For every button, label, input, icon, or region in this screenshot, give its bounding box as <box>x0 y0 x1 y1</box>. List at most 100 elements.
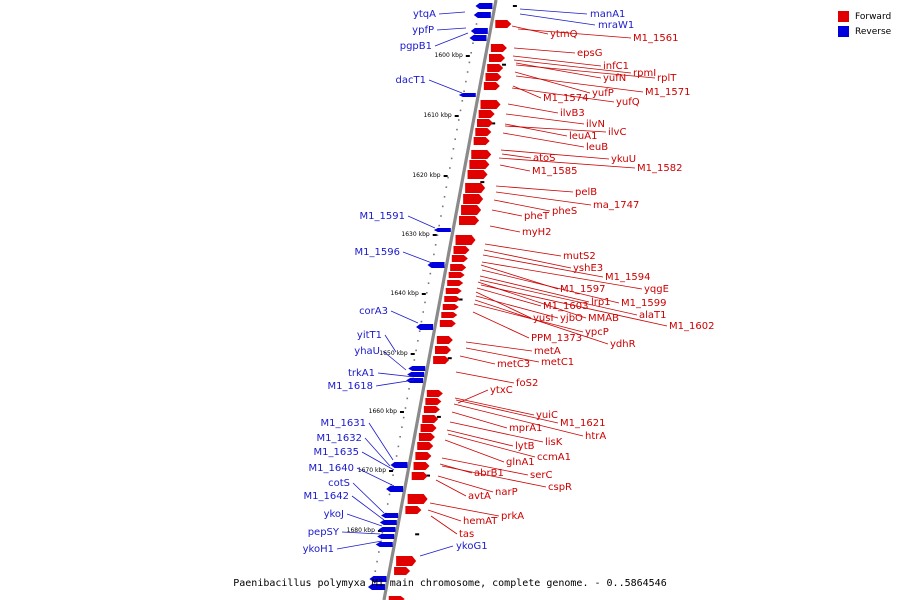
forward-gene-block <box>415 452 432 460</box>
reverse-gene-block <box>378 527 396 532</box>
forward-leader-line <box>483 249 572 269</box>
forward-leader-line <box>453 403 584 437</box>
reverse-gene-label: ykoJ <box>324 509 344 520</box>
forward-leader-line <box>472 311 530 339</box>
major-tick <box>436 415 441 418</box>
minor-tick <box>436 234 439 236</box>
forward-leader-line <box>517 28 632 39</box>
scale-tick-label: 1600 kbp <box>435 52 463 59</box>
reverse-gene-label: yitT1 <box>357 330 382 341</box>
forward-gene-block <box>396 556 417 566</box>
minor-tick <box>376 560 378 563</box>
forward-gene-label: prkA <box>501 511 524 522</box>
minor-tick <box>381 532 384 534</box>
forward-gene-block <box>490 44 507 52</box>
forward-gene-block <box>413 462 430 470</box>
reverse-gene-label: mraW1 <box>598 20 634 31</box>
forward-gene-label: yusI <box>533 313 553 324</box>
minor-tick <box>450 157 453 160</box>
forward-gene-label: MMAB <box>588 313 619 324</box>
forward-gene-block <box>450 264 467 271</box>
minor-tick <box>452 148 455 150</box>
forward-gene-label: M1_1582 <box>637 163 682 174</box>
forward-gene-block <box>471 150 492 159</box>
reverse-gene-block <box>469 35 487 41</box>
forward-gene-block <box>480 100 501 109</box>
forward-gene-block <box>485 73 502 81</box>
reverse-leader-line <box>341 531 381 535</box>
forward-gene-label: M1_1621 <box>560 418 605 429</box>
forward-leader-line <box>444 439 505 463</box>
reverse-gene-block <box>408 366 426 371</box>
forward-leader-line <box>454 397 535 416</box>
forward-gene-block <box>455 235 476 245</box>
forward-gene-label: yufP <box>592 88 614 99</box>
forward-leader-line <box>511 87 615 103</box>
forward-leader-line <box>449 421 544 443</box>
reverse-leader-line <box>390 310 419 324</box>
forward-leader-line <box>514 71 591 94</box>
forward-leader-line <box>512 85 542 99</box>
minor-tick <box>459 109 462 112</box>
forward-gene-label: abrB1 <box>474 468 504 479</box>
forward-gene-label: serC <box>530 470 552 481</box>
forward-gene-block <box>461 205 482 215</box>
forward-gene-label: ykuU <box>611 154 636 165</box>
forward-gene-label: M1_1602 <box>669 321 714 332</box>
forward-gene-block <box>489 54 506 62</box>
reverse-gene-label: ykoH1 <box>303 544 334 555</box>
major-tick <box>458 298 463 301</box>
forward-leader-line <box>499 164 531 172</box>
reverse-gene-block <box>427 262 445 268</box>
reverse-gene-block <box>406 378 424 383</box>
forward-leader-line <box>513 47 576 54</box>
forward-leader-line <box>429 502 500 517</box>
major-tick <box>447 357 452 360</box>
forward-gene-label: pelB <box>575 187 597 198</box>
forward-leader-line <box>465 341 533 352</box>
minor-tick <box>429 272 432 275</box>
minor-tick <box>388 493 391 496</box>
minor-tick <box>465 80 467 83</box>
forward-leader-line <box>498 157 636 169</box>
forward-gene-label: leuA1 <box>569 131 597 142</box>
forward-leader-line <box>437 475 494 493</box>
forward-gene-block <box>426 390 443 397</box>
minor-tick <box>402 416 405 419</box>
forward-gene-block <box>451 255 468 262</box>
reverse-leader-line <box>419 545 454 557</box>
reverse-leader-line <box>384 334 397 353</box>
minor-tick <box>433 253 435 256</box>
legend-forward[interactable]: Forward <box>838 9 891 24</box>
forward-gene-block <box>420 424 437 432</box>
forward-gene-label: M1_1571 <box>645 87 690 98</box>
forward-gene-label: yuiC <box>536 410 558 421</box>
forward-leader-line <box>515 75 644 93</box>
forward-gene-block <box>469 160 490 169</box>
forward-gene-label: pheS <box>552 206 577 217</box>
forward-leader-line <box>459 355 496 365</box>
minor-tick <box>418 330 421 332</box>
forward-leader-line <box>479 275 590 303</box>
forward-leader-line <box>481 261 643 290</box>
reverse-leader-line <box>368 422 394 461</box>
legend-reverse[interactable]: Reverse <box>838 24 891 39</box>
minor-tick <box>401 426 403 428</box>
reverse-leader-line <box>364 437 391 467</box>
reverse-leader-line <box>361 451 395 471</box>
minor-tick <box>440 215 442 217</box>
forward-gene-block <box>483 82 500 90</box>
forward-gene-label: myH2 <box>522 227 552 238</box>
reverse-gene-label: trkA1 <box>348 368 375 379</box>
forward-leader-line <box>512 55 602 67</box>
forward-leader-line <box>476 287 542 307</box>
forward-gene-label: mprA1 <box>509 423 542 434</box>
reverse-leader-line <box>382 350 407 371</box>
minor-tick <box>420 320 423 323</box>
forward-gene-label: metC1 <box>541 357 574 368</box>
forward-gene-label: ilvN <box>586 119 605 130</box>
reverse-gene-block <box>377 534 395 539</box>
scale-tick-label: 1630 kbp <box>401 231 429 238</box>
forward-gene-label: infC1 <box>603 61 629 72</box>
minor-tick <box>475 23 478 25</box>
